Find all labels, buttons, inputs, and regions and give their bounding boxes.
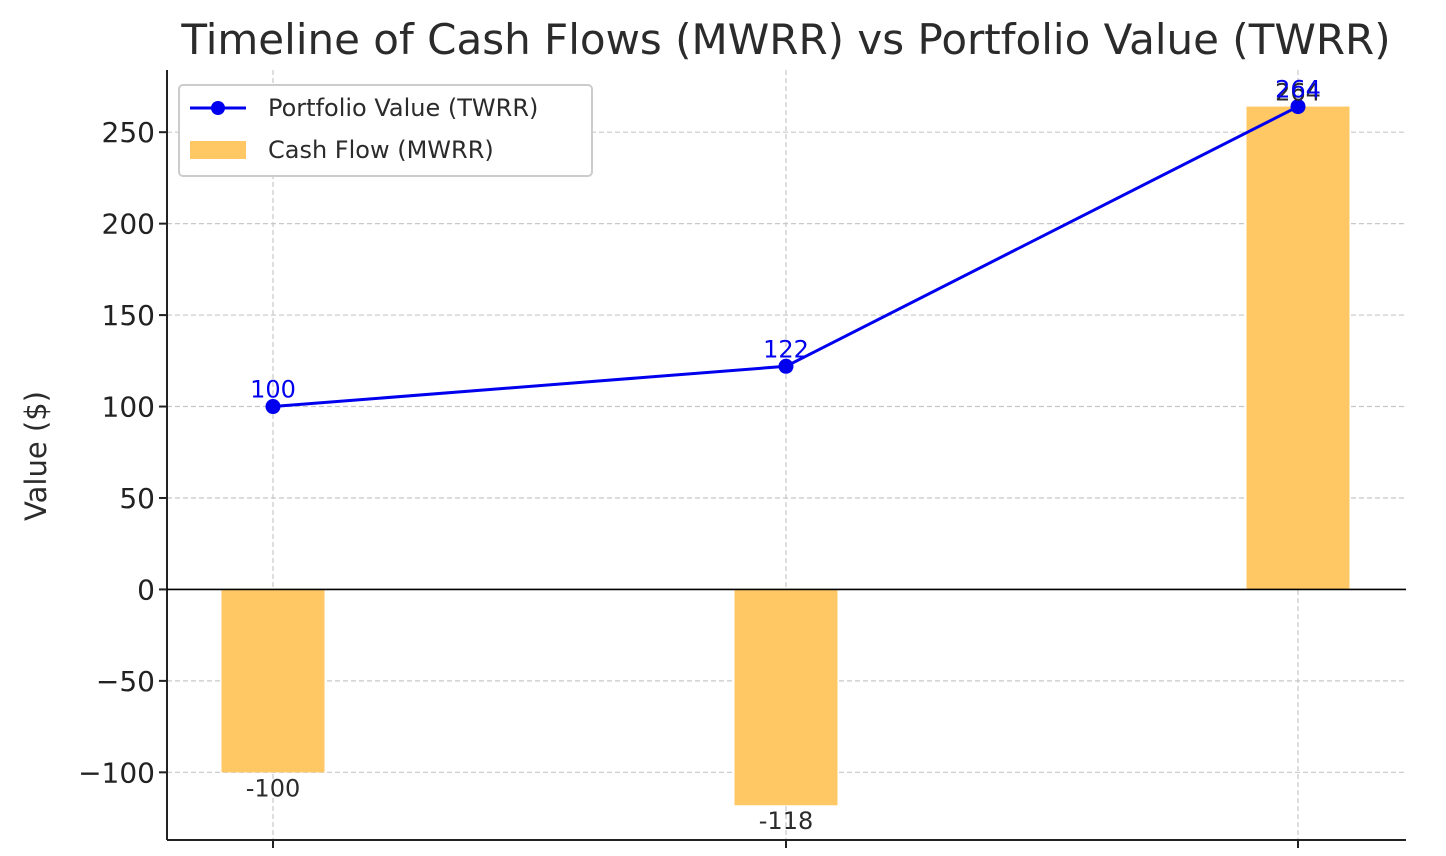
cash-flow-bar — [221, 589, 325, 773]
y-tick-label: −100 — [78, 756, 155, 789]
legend-bar-swatch — [190, 141, 246, 159]
cash-flow-label: 264 — [1275, 79, 1321, 107]
cash-flow-label: -118 — [759, 807, 813, 835]
legend: Portfolio Value (TWRR) Cash Flow (MWRR) — [178, 84, 593, 177]
portfolio-value-point — [265, 399, 281, 415]
y-tick-label: 150 — [102, 299, 155, 332]
y-tick-label: 50 — [119, 482, 155, 515]
portfolio-value-label: 264 — [1275, 76, 1321, 104]
portfolio-value-label: 122 — [763, 335, 809, 363]
portfolio-value-label: 100 — [250, 376, 296, 404]
y-tick-label: 200 — [102, 208, 155, 241]
legend-label-portfolio: Portfolio Value (TWRR) — [268, 94, 538, 122]
legend-label-cashflow: Cash Flow (MWRR) — [268, 136, 494, 164]
y-tick-label: 250 — [102, 116, 155, 149]
x-tick-label: t=1 — [760, 854, 812, 856]
axes: −100 −50 0 50 100 150 200 250 t=0 t=1 t=2 — [78, 70, 1406, 856]
y-tick-label: −50 — [96, 665, 155, 698]
legend-frame — [178, 84, 593, 177]
cash-flow-bar — [1246, 106, 1350, 590]
legend-line-marker — [211, 101, 225, 115]
cash-flow-bar — [734, 589, 838, 806]
y-tick-label: 100 — [102, 391, 155, 424]
chart-title: Timeline of Cash Flows (MWRR) vs Portfol… — [180, 15, 1390, 64]
x-tick-label: t=2 — [1272, 854, 1324, 856]
line-series — [265, 99, 1306, 415]
y-tick-label: 0 — [137, 573, 155, 606]
portfolio-value-point — [1290, 99, 1306, 115]
cash-flow-label: -100 — [246, 774, 300, 802]
portfolio-value-point — [778, 358, 794, 374]
bar-series — [221, 106, 1350, 806]
y-axis-label: Value ($) — [19, 391, 53, 521]
x-tick-label: t=0 — [247, 854, 299, 856]
